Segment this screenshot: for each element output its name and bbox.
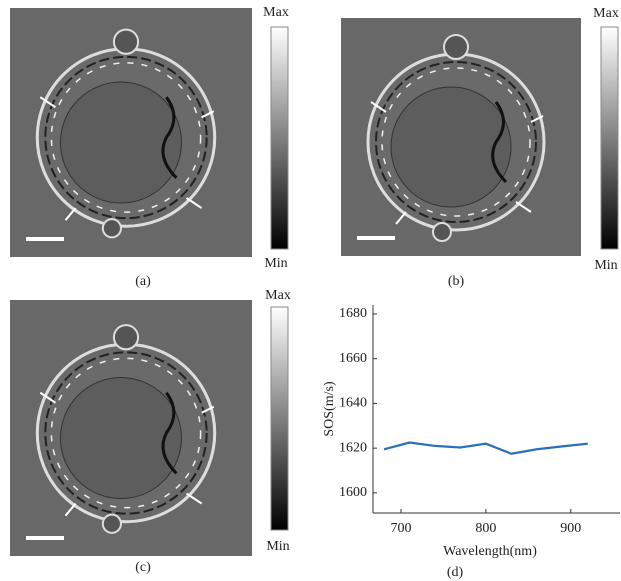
colorbar-max: Max: [593, 6, 619, 21]
data-line: [383, 441, 588, 455]
x-tick-label: 700: [391, 521, 412, 536]
panel-label: (d): [447, 565, 464, 580]
x-tick-label: 900: [560, 521, 581, 536]
panel-label: (a): [135, 274, 151, 289]
y-tick-label: 1640: [339, 396, 367, 411]
y-tick-label: 1680: [339, 306, 367, 321]
colorbar: [270, 26, 289, 250]
y-tick-label: 1660: [339, 351, 367, 366]
y-axis-label: SOS(m/s): [322, 381, 337, 437]
colorbar: [600, 26, 619, 250]
colorbar-min: Min: [594, 258, 617, 273]
y-tick-label: 1600: [339, 485, 367, 500]
colorbar-max: Max: [263, 5, 289, 20]
scale-bar: [26, 536, 64, 540]
scale-bar: [26, 237, 64, 241]
x-axis-label: Wavelength(nm): [443, 544, 537, 559]
y-tick-label: 1620: [339, 440, 367, 455]
scale-bar: [357, 236, 395, 240]
panel-label: (c): [135, 560, 151, 575]
x-tick-label: 800: [475, 521, 496, 536]
panel-label: (b): [448, 274, 465, 289]
colorbar-max: Max: [265, 288, 291, 303]
colorbar: [270, 306, 289, 531]
colorbar-min: Min: [264, 256, 287, 271]
colorbar-min: Min: [266, 539, 289, 554]
